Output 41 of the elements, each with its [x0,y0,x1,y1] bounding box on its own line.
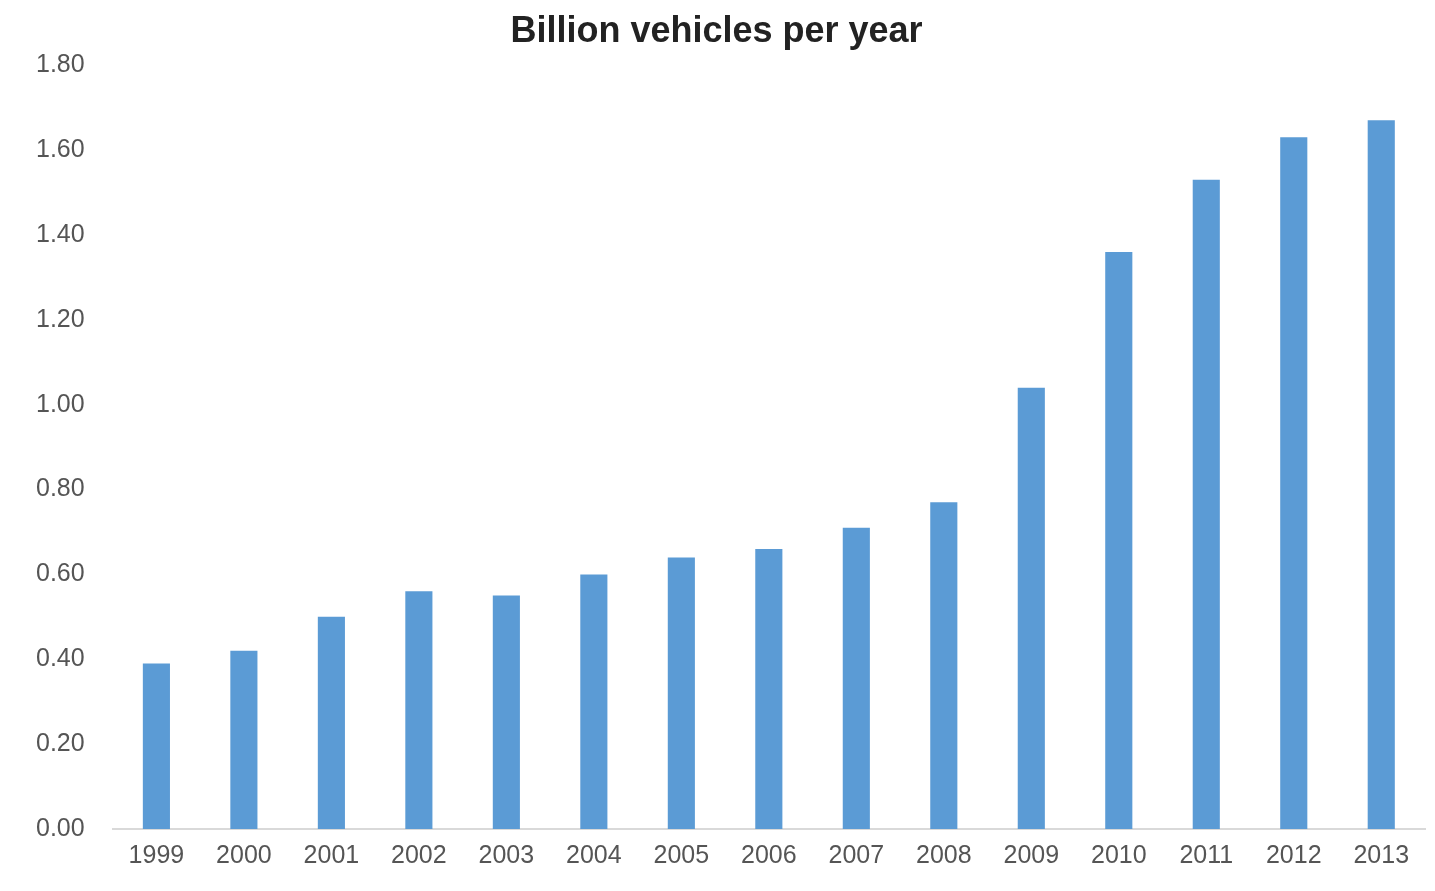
x-tick-label: 2006 [741,839,797,868]
bar [842,527,870,829]
y-tick-label: 0.20 [35,728,85,757]
x-tick-label: 2012 [1265,839,1322,868]
bar [930,502,958,829]
x-tick-label: 2000 [216,839,272,868]
x-tick-label: 1999 [128,839,185,868]
chart-title: Billion vehicles per year [510,8,923,50]
x-tick-label: 2009 [1003,839,1060,868]
y-tick-label: 0.60 [35,558,85,587]
bar [755,548,783,829]
bar [1280,137,1308,829]
y-tick-label: 1.40 [35,218,85,247]
y-tick-label: 1.60 [35,133,85,162]
bar [1105,251,1133,829]
bar [1367,120,1395,829]
x-tick-label: 2003 [478,839,535,868]
x-tick-label: 2004 [566,839,622,868]
y-tick-label: 1.00 [35,388,85,417]
y-tick-label: 0.80 [35,473,85,502]
x-tick-label: 2010 [1090,839,1147,868]
y-tick-label: 1.80 [35,49,85,78]
y-tick-label: 1.20 [35,303,85,332]
x-tick-label: 2002 [391,839,447,868]
x-tick-label: 2005 [653,839,710,868]
y-tick-label: 0.00 [35,812,85,841]
bar [405,591,433,829]
bar [667,557,695,829]
x-tick-label: 2007 [828,839,885,868]
bar [230,650,258,829]
bar [317,616,345,829]
y-tick-label: 0.40 [35,643,85,672]
bar [142,663,170,829]
bar [580,574,608,829]
bar [1017,387,1045,829]
x-tick-label: 2001 [303,839,360,868]
x-tick-label: 2008 [916,839,972,868]
x-tick-label: 2013 [1353,839,1410,868]
bar [1192,179,1220,829]
x-tick-label: 2011 [1179,839,1234,868]
bar [492,595,520,829]
